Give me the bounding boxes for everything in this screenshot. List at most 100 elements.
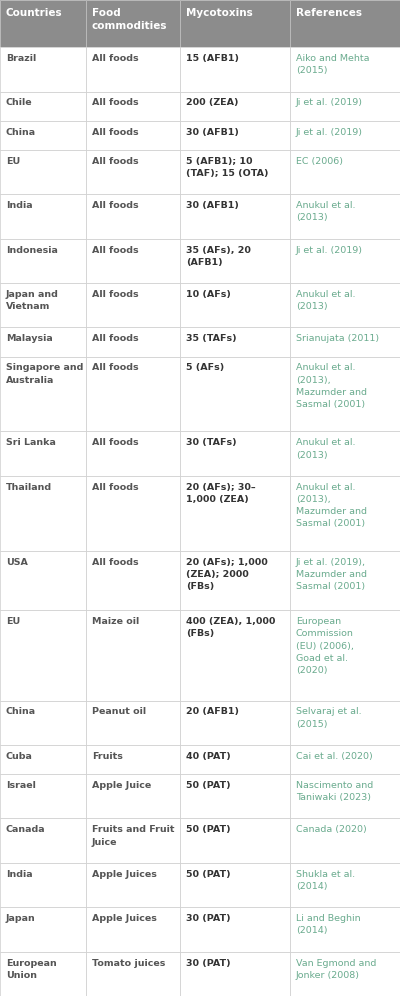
Text: 50 (PAT): 50 (PAT) <box>186 781 231 790</box>
Text: All foods: All foods <box>92 99 139 108</box>
Bar <box>290 907 400 951</box>
Text: Sri Lanka: Sri Lanka <box>6 438 56 447</box>
Text: Ji et al. (2019),
Mazumder and
Sasmal (2001): Ji et al. (2019), Mazumder and Sasmal (2… <box>296 558 367 591</box>
Bar <box>0 121 86 149</box>
Text: 30 (AFB1): 30 (AFB1) <box>186 201 239 210</box>
Bar <box>86 194 180 239</box>
Bar <box>290 239 400 283</box>
Text: Selvaraj et al.
(2015): Selvaraj et al. (2015) <box>296 707 362 729</box>
Text: 30 (TAFs): 30 (TAFs) <box>186 438 237 447</box>
Bar <box>290 357 400 431</box>
Bar <box>86 121 180 149</box>
Bar <box>290 0 400 47</box>
Bar <box>0 907 86 951</box>
Text: 20 (AFs); 30–
1,000 (ZEA): 20 (AFs); 30– 1,000 (ZEA) <box>186 483 256 504</box>
Text: EU: EU <box>6 156 20 165</box>
Bar <box>86 0 180 47</box>
Text: 5 (AFs): 5 (AFs) <box>186 364 224 373</box>
Text: All foods: All foods <box>92 558 139 567</box>
Bar <box>0 819 86 863</box>
Bar <box>290 431 400 476</box>
Text: 15 (AFB1): 15 (AFB1) <box>186 54 239 63</box>
Bar <box>86 551 180 611</box>
Text: Li and Beghin
(2014): Li and Beghin (2014) <box>296 914 361 935</box>
Text: 400 (ZEA), 1,000
(FBs): 400 (ZEA), 1,000 (FBs) <box>186 618 275 638</box>
Bar <box>180 774 290 819</box>
Text: Van Egmond and
Jonker (2008): Van Egmond and Jonker (2008) <box>296 958 376 980</box>
Bar <box>290 194 400 239</box>
Text: 30 (AFB1): 30 (AFB1) <box>186 127 239 136</box>
Bar <box>180 239 290 283</box>
Text: USA: USA <box>6 558 28 567</box>
Bar <box>86 0 180 47</box>
Text: Thailand: Thailand <box>6 483 52 492</box>
Text: Ji et al. (2019): Ji et al. (2019) <box>296 99 363 108</box>
Text: Food
commodities: Food commodities <box>92 8 168 31</box>
Text: Canada: Canada <box>6 826 46 835</box>
Bar <box>0 551 86 611</box>
Text: Brazil: Brazil <box>6 54 36 63</box>
Bar <box>86 863 180 907</box>
Bar <box>290 700 400 745</box>
Bar <box>290 92 400 121</box>
Text: Fruits: Fruits <box>92 752 123 761</box>
Bar <box>0 863 86 907</box>
Text: Cuba: Cuba <box>6 752 33 761</box>
Bar <box>180 611 290 700</box>
Text: 35 (TAFs): 35 (TAFs) <box>186 335 237 344</box>
Text: Japan and
Vietnam: Japan and Vietnam <box>6 290 59 311</box>
Bar <box>290 863 400 907</box>
Text: All foods: All foods <box>92 201 139 210</box>
Bar <box>180 194 290 239</box>
Text: Maize oil: Maize oil <box>92 618 139 626</box>
Bar <box>290 476 400 551</box>
Bar <box>180 863 290 907</box>
Bar <box>86 476 180 551</box>
Bar <box>290 149 400 194</box>
Text: 20 (AFB1): 20 (AFB1) <box>186 707 239 716</box>
Text: Tomato juices: Tomato juices <box>92 958 165 967</box>
Bar <box>180 283 290 328</box>
Text: European
Union: European Union <box>6 958 57 980</box>
Bar <box>86 283 180 328</box>
Text: Anukul et al.
(2013): Anukul et al. (2013) <box>296 438 356 459</box>
Bar <box>180 907 290 951</box>
Bar <box>0 611 86 700</box>
Text: Israel: Israel <box>6 781 36 790</box>
Bar <box>180 92 290 121</box>
Text: All foods: All foods <box>92 246 139 255</box>
Bar <box>180 819 290 863</box>
Bar <box>86 745 180 774</box>
Bar <box>290 121 400 149</box>
Text: Fruits and Fruit
Juice: Fruits and Fruit Juice <box>92 826 174 847</box>
Text: Ji et al. (2019): Ji et al. (2019) <box>296 246 363 255</box>
Text: Srianujata (2011): Srianujata (2011) <box>296 335 379 344</box>
Bar <box>86 239 180 283</box>
Bar <box>86 149 180 194</box>
Text: Aiko and Mehta
(2015): Aiko and Mehta (2015) <box>296 54 370 76</box>
Text: Anukul et al.
(2013): Anukul et al. (2013) <box>296 290 356 311</box>
Bar <box>86 431 180 476</box>
Text: 20 (AFs); 1,000
(ZEA); 2000
(FBs): 20 (AFs); 1,000 (ZEA); 2000 (FBs) <box>186 558 268 591</box>
Text: Apple Juice: Apple Juice <box>92 781 151 790</box>
Text: All foods: All foods <box>92 127 139 136</box>
Text: 35 (AFs), 20
(AFB1): 35 (AFs), 20 (AFB1) <box>186 246 251 267</box>
Bar <box>180 328 290 357</box>
Bar <box>180 745 290 774</box>
Text: European
Commission
(EU) (2006),
Goad et al.
(2020): European Commission (EU) (2006), Goad et… <box>296 618 354 675</box>
Text: Apple Juices: Apple Juices <box>92 914 157 923</box>
Bar <box>0 47 86 92</box>
Text: All foods: All foods <box>92 290 139 299</box>
Text: China: China <box>6 127 36 136</box>
Bar <box>0 700 86 745</box>
Text: Malaysia: Malaysia <box>6 335 53 344</box>
Bar <box>86 951 180 996</box>
Text: Canada (2020): Canada (2020) <box>296 826 367 835</box>
Text: EU: EU <box>6 618 20 626</box>
Text: Japan: Japan <box>6 914 36 923</box>
Text: Apple Juices: Apple Juices <box>92 870 157 878</box>
Text: Cai et al. (2020): Cai et al. (2020) <box>296 752 373 761</box>
Text: Shukla et al.
(2014): Shukla et al. (2014) <box>296 870 355 890</box>
Bar <box>180 551 290 611</box>
Bar <box>290 774 400 819</box>
